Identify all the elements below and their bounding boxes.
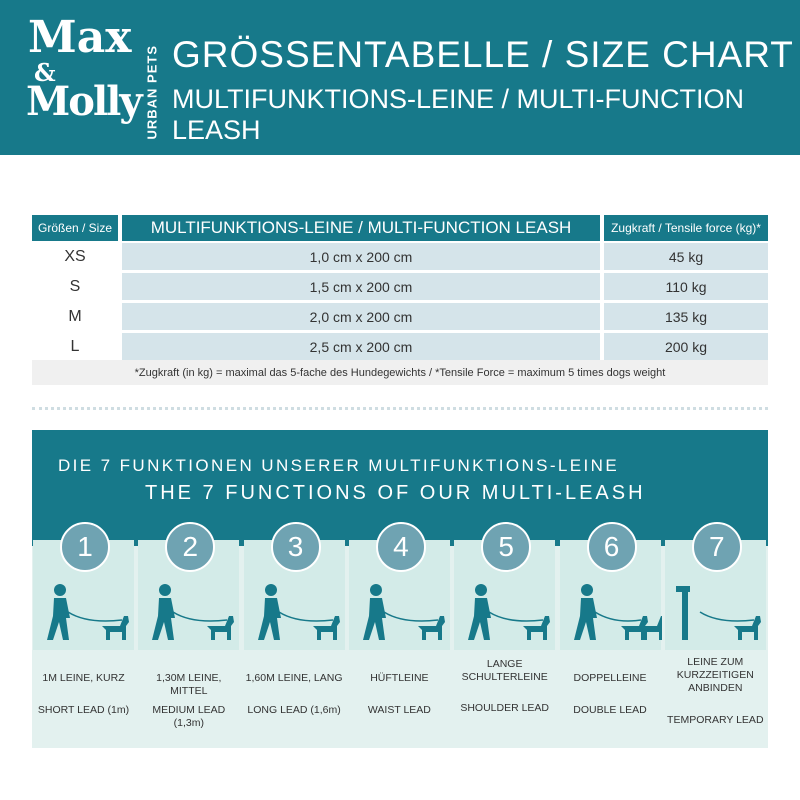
function-item: 7 LEINE ZUM KURZZEITIGEN ANBINDEN TEMPORAR… [664,522,767,748]
function-label-de: LANGE SCHULTERLEINE [461,658,548,683]
function-number: 7 [691,522,742,572]
function-item: 3 1,60M LEINE, LANG LONG LEAD (1,6m) [243,522,346,748]
function-icon [468,584,551,640]
title: GRÖSSENTABELLE / SIZE CHART [172,34,794,75]
function-number: 5 [481,522,532,572]
function-label-en: WAIST LEAD [367,704,431,716]
table-cell: 200 kg [604,333,768,360]
icon-shape [468,598,492,640]
icon-shape [417,616,445,640]
function-item: 5 LANGE SCHULTERLEINE SHOULDER LEAD [453,522,556,748]
icon-shape [362,598,386,640]
function-icon [362,584,445,640]
icon-shape [681,588,688,640]
icon-shape [172,611,228,622]
icon-shape [264,584,277,596]
table-cell: 2,5 cm x 200 cm [122,333,600,360]
table-cell: S [69,277,81,295]
table-cell: 110 kg [604,273,768,300]
table-cell: L [70,337,80,355]
function-icon [257,584,340,640]
function-item: 4 HÜFTLEINE WAIST LEAD [348,522,451,748]
table-cell: 2,0 cm x 200 cm [122,303,600,330]
function-number: 4 [375,522,426,572]
icon-shape [312,616,340,640]
function-label-en: SHOULDER LEAD [460,702,550,714]
icon-shape [475,584,488,596]
table-cell: 45 kg [604,243,768,270]
column-header: Größen / Size [32,215,118,241]
logo-tagline: URBAN PETS [144,44,160,140]
icon-shape [152,598,176,640]
function-item: 2 1,30M LEINE, MITTEL MEDIUM LEAD (1,3m) [137,522,240,748]
icon-shape [54,584,66,596]
function-label-de: DOPPELLEINE [573,672,647,684]
icon-shape [594,611,641,622]
function-label-de: LEINE ZUM KURZZEITIGEN ANBINDEN [676,656,754,694]
column-header: MULTIFUNKTIONS-LEINE / MULTI-FUNCTION LE… [122,215,600,241]
function-item: 1 1M LEINE, KURZ SHORT LEAD (1m) [32,522,135,748]
header-band: Max & Molly URBAN PETS GRÖSSENTABELLE / … [0,0,800,155]
icon-shape [638,616,662,640]
icon-shape [488,611,544,622]
icon-shape [573,598,597,640]
function-number: 1 [60,522,110,572]
icon-shape [383,611,438,622]
logo-amp: & [34,58,56,87]
column-header: Zugkraft / Tensile force (kg)* [604,215,768,241]
function-number: 6 [586,522,637,572]
icon-shape [257,598,281,640]
function-label-de: HÜFTLEINE [370,672,429,684]
icon-shape [159,584,172,596]
table-cell: 1,5 cm x 200 cm [122,273,600,300]
table-cell: 135 kg [604,303,768,330]
function-label-en: TEMPORARY LEAD [667,714,764,726]
icon-shape [620,616,648,640]
icon-shape [102,616,129,640]
function-icon [573,584,662,640]
logo-top: Max [28,12,132,63]
function-icon [675,586,761,640]
table-cell: 1,0 cm x 200 cm [122,243,600,270]
icon-shape [67,611,123,622]
function-label-de: 1,30M LEINE, MITTEL [156,672,222,697]
function-number: 3 [270,522,321,572]
function-item: 6 DOPPELLEINE DOUBLE LEAD [559,522,662,748]
icon-shape [47,598,70,640]
functions-title-de: DIE 7 FUNKTIONEN UNSERER MULTIFUNKTIONS-… [58,456,620,475]
table-cell: XS [64,247,86,265]
function-label-en: LONG LEAD (1,6m) [247,704,341,716]
table-cell: M [68,307,82,325]
function-label-en: SHORT LEAD (1m) [37,704,130,716]
function-icon [47,584,129,640]
icon-shape [369,584,382,596]
function-label-en: MEDIUM LEAD (1,3m) [152,704,226,729]
subtitle: MULTIFUNKTIONS-LEINE / MULTI-FUNCTION LE… [172,84,744,145]
function-number: 2 [165,522,216,572]
icon-shape [699,611,754,622]
function-label-de: 1,60M LEINE, LANG [245,672,343,684]
footnote: *Zugkraft (in kg) = maximal das 5-fache … [32,360,768,385]
divider [32,407,768,410]
icon-shape [580,584,593,596]
logo-bottom: Molly [26,78,143,125]
function-label-en: DOUBLE LEAD [573,704,647,716]
icon-shape [733,616,761,640]
function-icon [152,584,235,640]
icon-shape [207,616,235,640]
icon-shape [523,616,551,640]
functions-title-en: THE 7 FUNCTIONS OF OUR MULTI-LEASH [145,482,646,504]
icon-shape [675,586,690,592]
function-label-de: 1M LEINE, KURZ [42,672,125,684]
icon-shape [278,611,333,622]
